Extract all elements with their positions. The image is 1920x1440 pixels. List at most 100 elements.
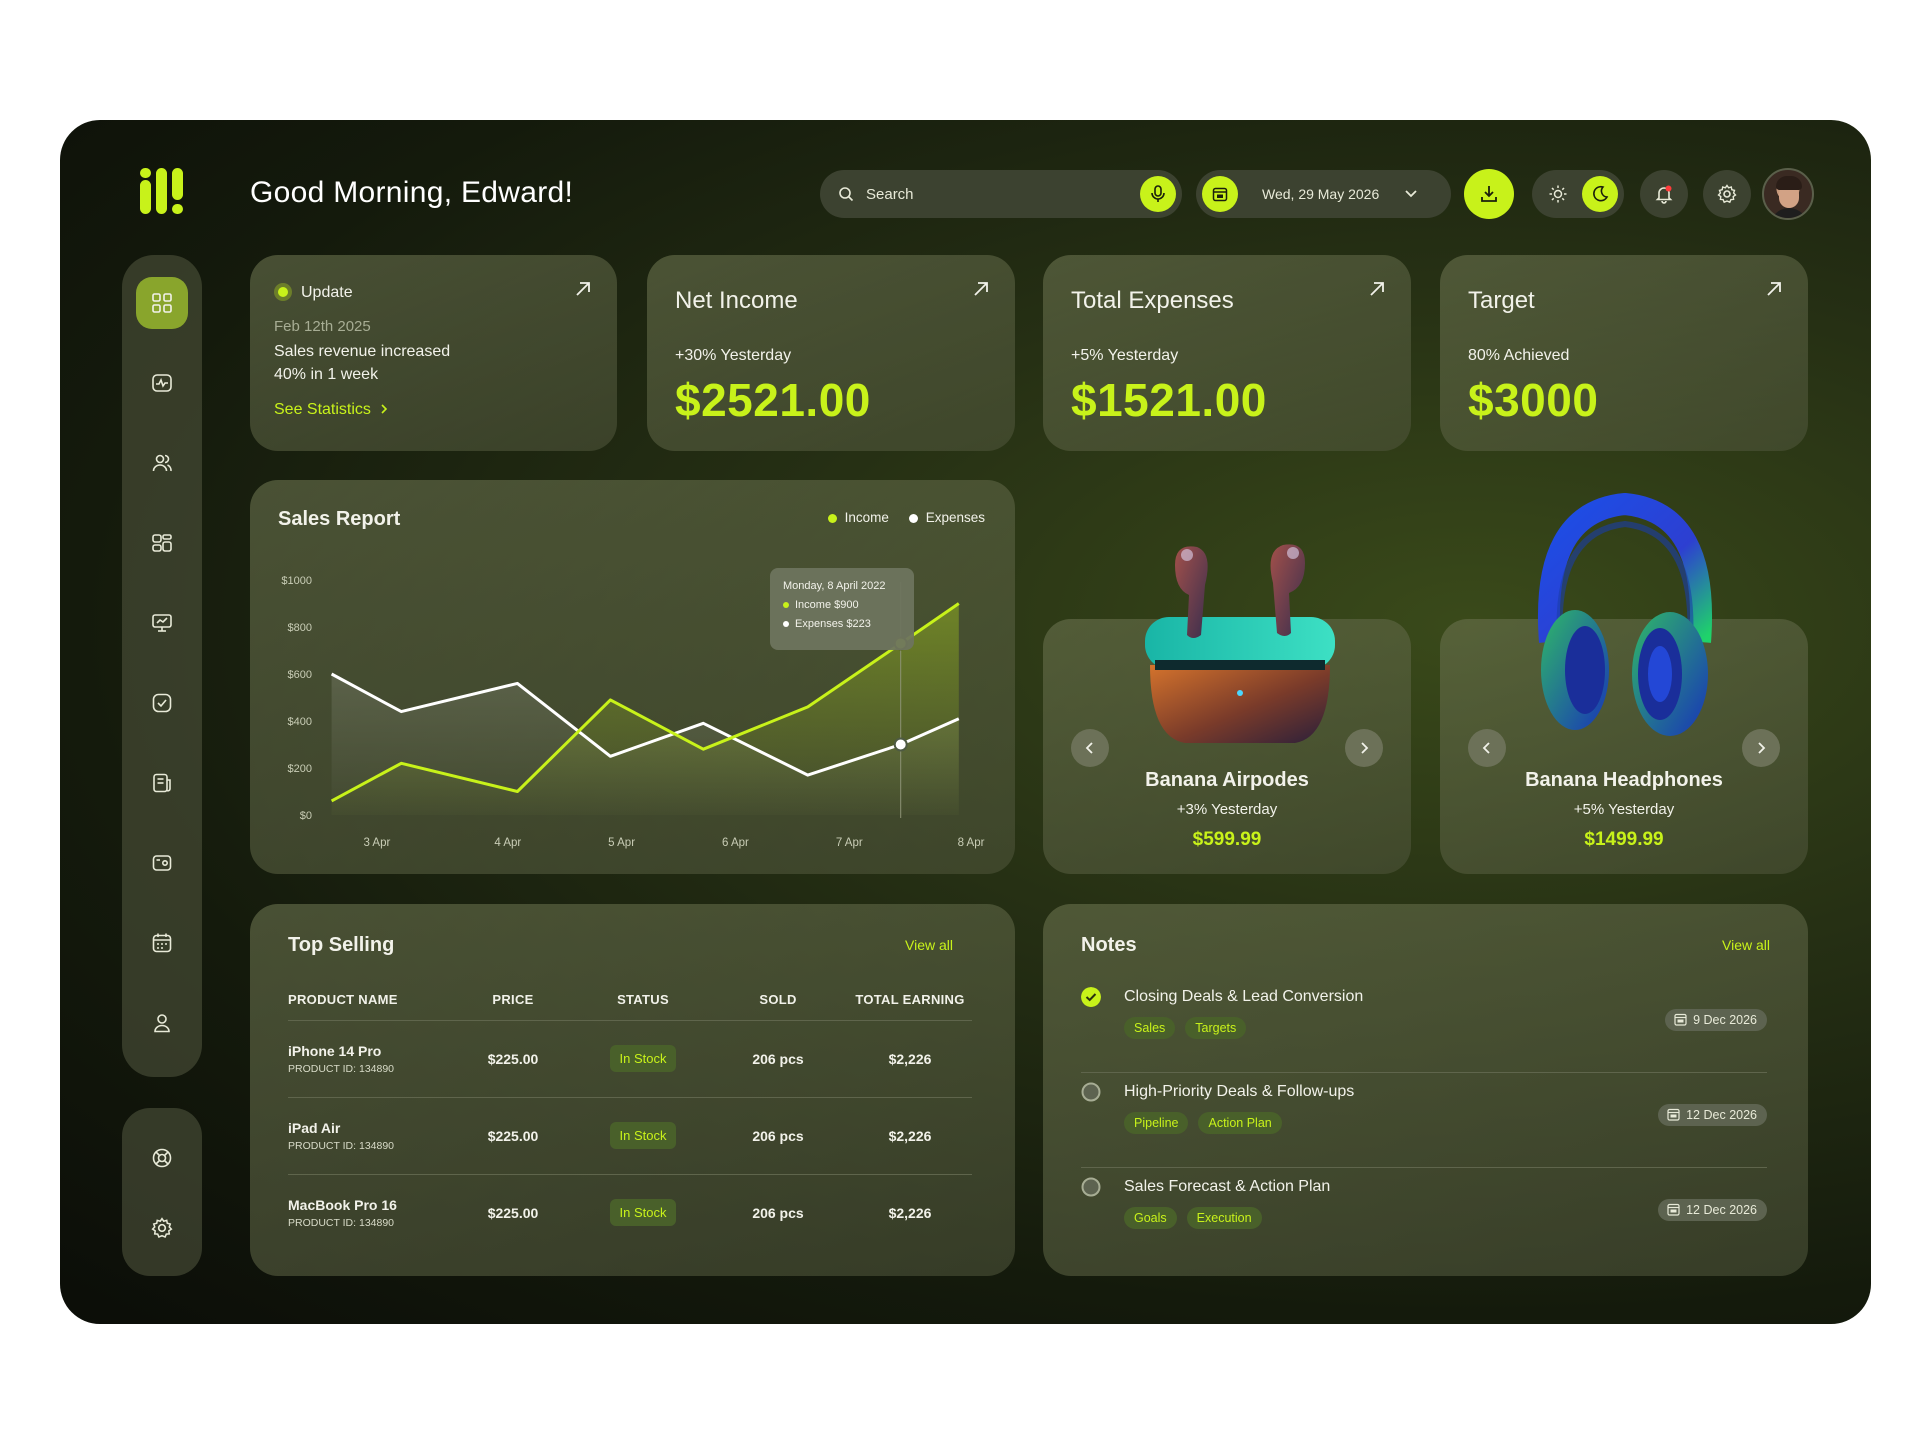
legend-income: Income (844, 510, 889, 525)
date-picker[interactable]: Wed, 29 May 2026 (1196, 170, 1451, 218)
note-tag[interactable]: Action Plan (1198, 1112, 1282, 1134)
search-bar[interactable] (820, 170, 1182, 218)
note-date: 12 Dec 2026 (1658, 1104, 1767, 1126)
calendar-icon (1667, 1203, 1680, 1216)
settings-button[interactable] (1703, 170, 1751, 218)
app-logo[interactable] (140, 168, 188, 216)
unchecked-circle-icon[interactable] (1081, 1177, 1101, 1197)
y-tick-label: $200 (288, 763, 312, 775)
sidebar-item-analytics[interactable] (136, 357, 188, 409)
sidebar-item-profile[interactable] (136, 997, 188, 1049)
see-statistics-link[interactable]: See Statistics (274, 401, 388, 419)
update-status-dot (274, 283, 292, 301)
sidebar-item-wallet[interactable] (136, 837, 188, 889)
arrow-up-right-icon[interactable] (971, 279, 991, 299)
activity-icon (152, 374, 172, 392)
search-input[interactable] (866, 185, 1126, 203)
table-row[interactable]: iPhone 14 Pro PRODUCT ID: 134890 $225.00 … (288, 1020, 972, 1098)
note-date-text: 12 Dec 2026 (1686, 1108, 1757, 1122)
top-selling-view-all[interactable]: View all (905, 937, 953, 953)
greeting-title: Good Morning, Edward! (250, 176, 574, 209)
sidebar-item-users[interactable] (136, 437, 188, 489)
sidebar (122, 255, 202, 1077)
note-title: Sales Forecast & Action Plan (1124, 1178, 1331, 1195)
lifebuoy-icon (152, 1148, 172, 1168)
sidebar-item-settings[interactable] (136, 1202, 188, 1254)
notes-view-all[interactable]: View all (1722, 937, 1770, 953)
chart-legend: Income Expenses (827, 510, 985, 525)
note-tag[interactable]: Pipeline (1124, 1112, 1189, 1134)
note-item[interactable]: Closing Deals & Lead Conversion Sales Tar… (1081, 987, 1767, 1082)
grid-icon (152, 293, 172, 313)
product-card-headphones[interactable]: Banana Headphones +5% Yesterday $1499.99 (1440, 619, 1808, 874)
y-tick-label: $600 (288, 669, 312, 681)
note-tag[interactable]: Sales (1124, 1017, 1176, 1039)
product-price: $225.00 (448, 1020, 578, 1098)
chevron-left-icon (1482, 742, 1490, 754)
date-text: Wed, 29 May 2026 (1262, 186, 1380, 202)
x-tick-label: 4 Apr (494, 837, 521, 849)
stat-change: +5% Yesterday (1071, 347, 1179, 364)
sidebar-item-documents[interactable] (136, 757, 188, 809)
download-button[interactable] (1464, 169, 1514, 219)
income-area (331, 603, 959, 815)
sidebar-item-calendar[interactable] (136, 917, 188, 969)
stat-value: $2521.00 (675, 374, 871, 426)
product-sold: 206 pcs (708, 1097, 848, 1175)
product-name: Banana Headphones (1525, 769, 1723, 791)
next-button[interactable] (1345, 729, 1383, 767)
prev-button[interactable] (1468, 729, 1506, 767)
col-total-earning: TOTAL EARNING (848, 980, 972, 1021)
stat-title: Target (1468, 287, 1535, 314)
theme-toggle[interactable] (1532, 170, 1624, 218)
product-name: iPhone 14 Pro (288, 1042, 382, 1059)
sidebar-item-products[interactable] (136, 517, 188, 569)
calendar-button[interactable] (1202, 176, 1238, 212)
notes-card: Notes View all Closing Deals & Lead Conv… (1043, 904, 1808, 1276)
table-row[interactable]: MacBook Pro 16 PRODUCT ID: 134890 $225.00… (288, 1174, 972, 1251)
target-card: Target 80% Achieved $3000 (1440, 255, 1808, 451)
arrow-up-right-icon[interactable] (573, 279, 593, 299)
chevron-right-icon (381, 404, 388, 414)
note-tag[interactable]: Execution (1186, 1207, 1262, 1229)
x-tick-label: 7 Apr (836, 837, 863, 849)
col-sold: SOLD (708, 980, 848, 1021)
status-badge: In Stock (609, 1122, 677, 1149)
checked-circle-icon[interactable] (1081, 987, 1101, 1007)
calendar-icon (1674, 1013, 1687, 1026)
dark-mode-button[interactable] (1582, 176, 1618, 212)
unchecked-circle-icon[interactable] (1081, 1082, 1101, 1102)
table-row[interactable]: iPad Air PRODUCT ID: 134890 $225.00 In St… (288, 1097, 972, 1175)
product-price: $225.00 (487, 1204, 539, 1221)
sales-chart[interactable]: $1000 $800 $600 $400 $200 $0 3 Apr 4 Apr 5 Apr 6 … (250, 480, 1015, 874)
note-item[interactable]: Sales Forecast & Action Plan Goals Execut… (1081, 1177, 1767, 1272)
y-tick-label: $800 (288, 622, 312, 634)
avatar[interactable] (1762, 168, 1814, 220)
prev-button[interactable] (1071, 729, 1109, 767)
mic-icon (1151, 185, 1165, 202)
note-tag[interactable]: Goals (1124, 1207, 1177, 1229)
product-name: Banana Airpodes (1145, 769, 1309, 791)
notes-title: Notes (1081, 934, 1137, 956)
next-button[interactable] (1742, 729, 1780, 767)
arrow-up-right-icon[interactable] (1764, 279, 1784, 299)
document-icon (153, 773, 171, 793)
sidebar-item-tasks[interactable] (136, 677, 188, 729)
notifications-button[interactable] (1640, 170, 1688, 218)
sidebar-bottom (122, 1108, 202, 1276)
note-tag[interactable]: Targets (1185, 1017, 1247, 1039)
col-price: PRICE (448, 980, 578, 1021)
col-status: STATUS (578, 980, 708, 1021)
calendar-icon (1212, 187, 1228, 202)
sidebar-item-support[interactable] (136, 1132, 188, 1184)
bell-icon (1655, 185, 1673, 204)
sidebar-item-reports[interactable] (136, 597, 188, 649)
product-id: PRODUCT ID: 134890 (288, 1216, 395, 1229)
calendar-icon (152, 933, 172, 953)
arrow-up-right-icon[interactable] (1367, 279, 1387, 299)
mic-button[interactable] (1140, 176, 1176, 212)
sidebar-item-dashboard[interactable] (136, 277, 188, 329)
light-mode-button[interactable] (1540, 176, 1576, 212)
note-date: 12 Dec 2026 (1658, 1199, 1767, 1221)
note-item[interactable]: High-Priority Deals & Follow-ups Pipelin… (1081, 1082, 1767, 1177)
